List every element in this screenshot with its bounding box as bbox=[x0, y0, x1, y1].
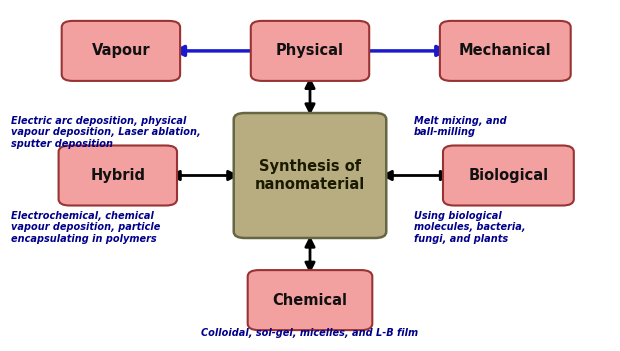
FancyBboxPatch shape bbox=[62, 21, 180, 81]
Text: Chemical: Chemical bbox=[273, 293, 347, 307]
Text: Biological: Biological bbox=[468, 168, 549, 183]
FancyBboxPatch shape bbox=[234, 113, 386, 238]
FancyBboxPatch shape bbox=[58, 145, 177, 206]
Text: Electrochemical, chemical
vapour deposition, particle
encapsulating in polymers: Electrochemical, chemical vapour deposit… bbox=[11, 211, 161, 244]
Text: Vapour: Vapour bbox=[92, 44, 150, 58]
Text: Hybrid: Hybrid bbox=[91, 168, 145, 183]
Text: Mechanical: Mechanical bbox=[459, 44, 552, 58]
Text: Physical: Physical bbox=[276, 44, 344, 58]
FancyBboxPatch shape bbox=[247, 270, 372, 330]
Text: Electric arc deposition, physical
vapour deposition, Laser ablation,
sputter dep: Electric arc deposition, physical vapour… bbox=[11, 116, 201, 149]
Text: Colloidal, sol-gel, micelles, and L-B film: Colloidal, sol-gel, micelles, and L-B fi… bbox=[202, 328, 418, 338]
FancyBboxPatch shape bbox=[250, 21, 369, 81]
Text: Using biological
molecules, bacteria,
fungi, and plants: Using biological molecules, bacteria, fu… bbox=[414, 211, 526, 244]
Text: Melt mixing, and
ball-milling: Melt mixing, and ball-milling bbox=[414, 116, 507, 138]
FancyBboxPatch shape bbox=[443, 145, 574, 206]
FancyBboxPatch shape bbox=[440, 21, 570, 81]
Text: Synthesis of
nanomaterial: Synthesis of nanomaterial bbox=[255, 159, 365, 192]
